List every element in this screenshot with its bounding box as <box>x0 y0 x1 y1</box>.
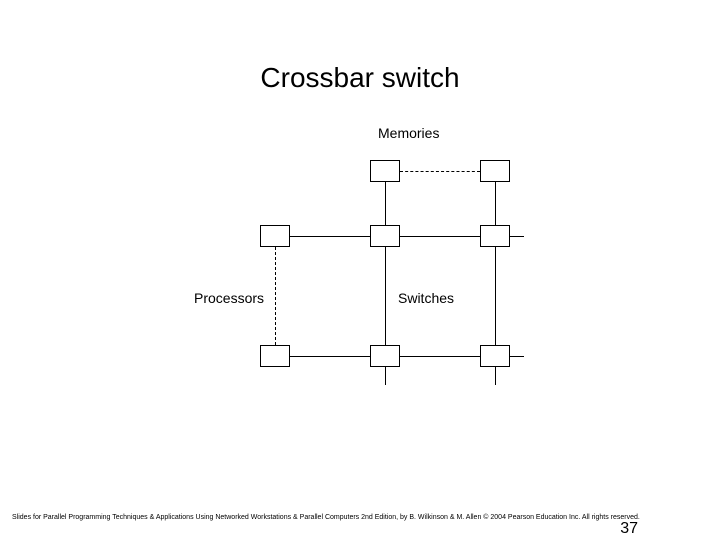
crossbar-diagram <box>270 140 530 400</box>
vline-col1-top <box>385 182 386 225</box>
switch-box-21 <box>370 345 400 367</box>
slide-title: Crossbar switch <box>0 62 720 94</box>
hline-row2-c <box>510 356 524 357</box>
vline-col1-mid <box>385 247 386 345</box>
hline-row1-a <box>290 236 370 237</box>
page-number: 37 <box>620 520 638 538</box>
memory-box-1 <box>370 160 400 182</box>
processor-box-1 <box>260 225 290 247</box>
dash-memories <box>400 171 480 172</box>
processors-label: Processors <box>194 290 264 306</box>
switch-box-22 <box>480 345 510 367</box>
memories-label: Memories <box>378 125 439 141</box>
hline-row1-c <box>510 236 524 237</box>
footer-text: Slides for Parallel Programming Techniqu… <box>12 514 708 522</box>
memory-box-2 <box>480 160 510 182</box>
switch-box-11 <box>370 225 400 247</box>
processor-box-2 <box>260 345 290 367</box>
hline-row2-b <box>400 356 480 357</box>
hline-row2-a <box>290 356 370 357</box>
hline-row1-b <box>400 236 480 237</box>
vline-col1-bot <box>385 367 386 385</box>
vline-col2-top <box>495 182 496 225</box>
dash-processors <box>275 247 276 345</box>
switch-box-12 <box>480 225 510 247</box>
vline-col2-bot <box>495 367 496 385</box>
vline-col2-mid <box>495 247 496 345</box>
